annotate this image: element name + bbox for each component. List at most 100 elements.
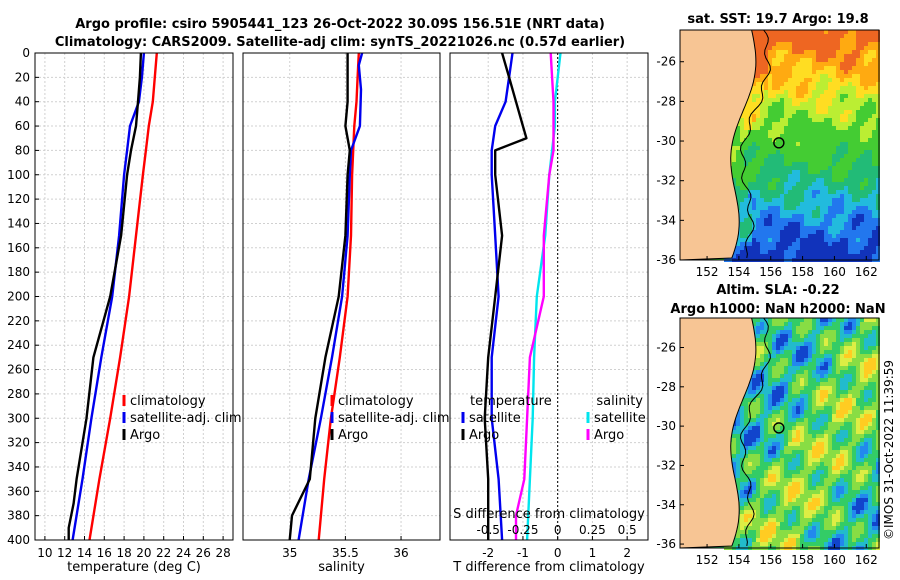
map-cell [876, 98, 880, 102]
map-cell [812, 502, 816, 506]
x-tick-label: 12 [57, 546, 72, 560]
map-cell [760, 110, 764, 114]
map-cell [860, 142, 864, 146]
map-cell [784, 342, 788, 346]
map-cell [808, 358, 812, 362]
map-cell [824, 54, 828, 58]
map-cell [820, 78, 824, 82]
map-cell [832, 30, 836, 34]
map-cell [760, 226, 764, 230]
map-cell [796, 430, 800, 434]
map-cell [828, 238, 832, 242]
map-cell [844, 178, 848, 182]
map-cell [868, 350, 872, 354]
map-cell [848, 362, 852, 366]
map-cell [864, 194, 868, 198]
map-cell [796, 150, 800, 154]
map-cell [856, 474, 860, 478]
map-cell [844, 254, 848, 258]
map-cell [872, 126, 876, 130]
map-cell [796, 94, 800, 98]
map-cell [868, 414, 872, 418]
map-cell [808, 490, 812, 494]
map-cell [856, 518, 860, 522]
map-cell [872, 94, 876, 98]
map-cell [768, 378, 772, 382]
map-cell [828, 230, 832, 234]
map-cell [868, 154, 872, 158]
map-cell [756, 142, 760, 146]
map-cell [736, 418, 740, 422]
map-cell [832, 446, 836, 450]
map-cell [852, 150, 856, 154]
map-cell [764, 502, 768, 506]
map-cell [764, 74, 768, 78]
map-cell [756, 530, 760, 534]
map-cell [784, 426, 788, 430]
map-cell [872, 318, 876, 322]
map-cell [796, 170, 800, 174]
map-cell [856, 490, 860, 494]
map-cell [788, 534, 792, 538]
map-cell [780, 410, 784, 414]
map-cell [764, 530, 768, 534]
map-cell [812, 194, 816, 198]
map-cell [836, 534, 840, 538]
map-cell [816, 214, 820, 218]
map-cell [780, 414, 784, 418]
map-cell [848, 422, 852, 426]
map-cell [864, 110, 868, 114]
map-cell [768, 394, 772, 398]
y-tick-label: 340 [7, 460, 30, 474]
map-cell [736, 430, 740, 434]
map-cell [800, 338, 804, 342]
map-cell [812, 342, 816, 346]
map-cell [840, 458, 844, 462]
map-cell [808, 494, 812, 498]
map-cell [788, 162, 792, 166]
map-cell [860, 130, 864, 134]
map-cell [756, 470, 760, 474]
map-cell [808, 250, 812, 254]
map-cell [876, 442, 880, 446]
map-cell [840, 522, 844, 526]
map-cell [824, 242, 828, 246]
map-cell [848, 78, 852, 82]
map-cell [736, 466, 740, 470]
map-cell [780, 538, 784, 542]
map-cell [840, 194, 844, 198]
map-cell [876, 226, 880, 230]
map-cell [872, 186, 876, 190]
map-cell [744, 214, 748, 218]
map-cell [780, 150, 784, 154]
map-cell [844, 486, 848, 490]
map-cell [840, 486, 844, 490]
map-cell [780, 334, 784, 338]
map-cell [796, 110, 800, 114]
map-cell [820, 62, 824, 66]
map-cell [744, 210, 748, 214]
map-cell [788, 190, 792, 194]
map-cell [860, 398, 864, 402]
map-cell [860, 430, 864, 434]
map-cell [828, 510, 832, 514]
map-cell [864, 154, 868, 158]
map-cell [796, 398, 800, 402]
map-cell [820, 70, 824, 74]
map-cell [808, 330, 812, 334]
map-cell [876, 166, 880, 170]
map-cell [756, 38, 760, 42]
map-cell [816, 34, 820, 38]
map-cell [800, 186, 804, 190]
map-cell [744, 458, 748, 462]
map-cell [788, 382, 792, 386]
map-cell [828, 110, 832, 114]
map-cell [864, 30, 868, 34]
map-cell [792, 334, 796, 338]
map-cell [808, 90, 812, 94]
map-cell [824, 422, 828, 426]
map-cell [812, 90, 816, 94]
map-cell [752, 490, 756, 494]
map-cell [860, 490, 864, 494]
map-cell [848, 206, 852, 210]
